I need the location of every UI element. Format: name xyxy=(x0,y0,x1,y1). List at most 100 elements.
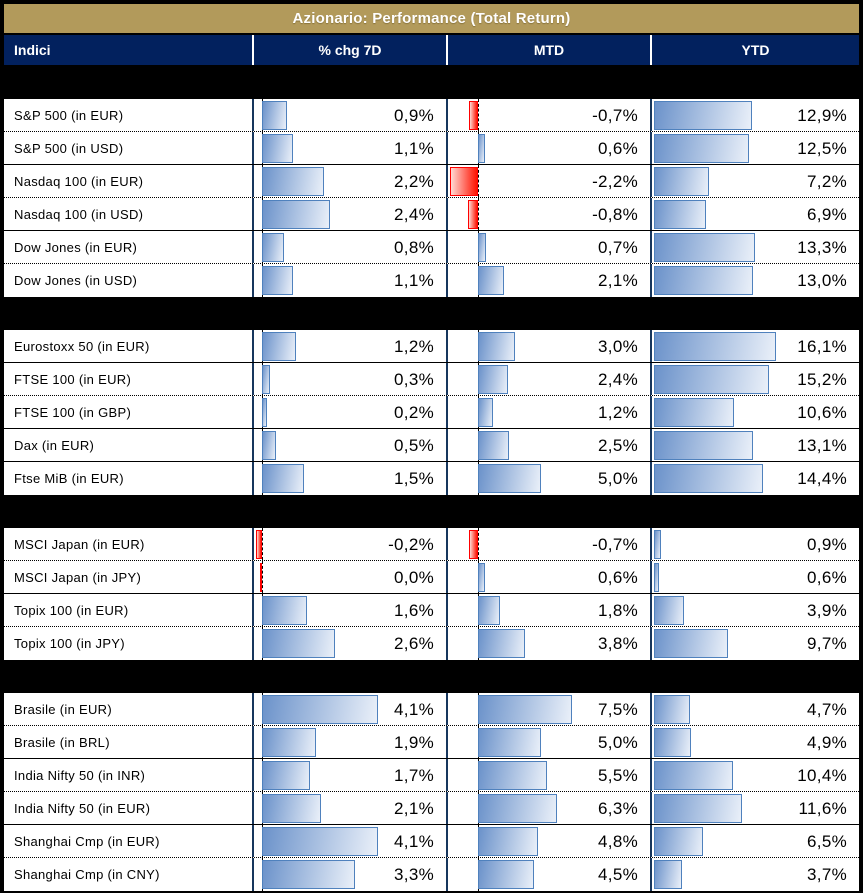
data-bar-positive xyxy=(477,860,535,889)
data-bar-negative xyxy=(260,563,263,592)
table-row: Ftse MiB (in EUR) 1,5% 5,0% 14,4% xyxy=(4,462,859,495)
bar-cell-chg7d: 1,7% xyxy=(252,759,446,791)
cell-value-ytd: 0,9% xyxy=(807,535,847,554)
index-group: Brasile (in EUR) 4,1% 7,5% 4,7% Brasile … xyxy=(4,693,859,891)
index-label: Nasdaq 100 (in EUR) xyxy=(14,173,144,189)
cell-value-chg7d: 1,5% xyxy=(394,469,434,488)
cell-value-chg7d: 0,2% xyxy=(394,403,434,422)
cell-value-mtd: 2,5% xyxy=(598,436,638,455)
index-label: Topix 100 (in EUR) xyxy=(14,602,129,618)
index-label: Eurostoxx 50 (in EUR) xyxy=(14,338,150,354)
data-bar-positive xyxy=(261,266,293,295)
bar-cell-ytd: 11,6% xyxy=(650,792,859,824)
table-row: Shanghai Cmp (in CNY) 3,3% 4,5% 3,7% xyxy=(4,858,859,891)
bar-cell-chg7d: 2,2% xyxy=(252,165,446,197)
cell-value-chg7d: 1,2% xyxy=(394,337,434,356)
bar-cell-mtd: 0,6% xyxy=(446,132,650,164)
bar-cell-chg7d: 2,6% xyxy=(252,627,446,660)
bar-cell-chg7d: 1,9% xyxy=(252,726,446,758)
bar-cell-ytd: 14,4% xyxy=(650,462,859,495)
column-header-row: Indici % chg 7D MTD YTD xyxy=(4,35,859,65)
cell-value-ytd: 4,7% xyxy=(807,700,847,719)
bar-cell-mtd: -2,2% xyxy=(446,165,650,197)
cell-value-ytd: 12,9% xyxy=(797,106,847,125)
zero-axis-line xyxy=(477,99,479,131)
cell-value-chg7d: 0,8% xyxy=(394,238,434,257)
cell-value-mtd: 0,6% xyxy=(598,568,638,587)
data-bar-positive xyxy=(654,728,692,757)
bar-cell-ytd: 3,7% xyxy=(650,858,859,891)
data-bar-positive xyxy=(261,134,293,163)
bar-cell-mtd: 2,1% xyxy=(446,264,650,297)
data-bar-negative xyxy=(467,200,478,229)
index-label: FTSE 100 (in EUR) xyxy=(14,371,132,387)
table-row: S&P 500 (in USD) 1,1% 0,6% 12,5% xyxy=(4,132,859,165)
column-header-indici: Indici xyxy=(14,42,51,58)
cell-value-chg7d: 2,4% xyxy=(394,205,434,224)
table-row: Nasdaq 100 (in USD) 2,4% -0,8% 6,9% xyxy=(4,198,859,231)
table-row: Dow Jones (in USD) 1,1% 2,1% 13,0% xyxy=(4,264,859,297)
data-bar-positive xyxy=(261,860,356,889)
cell-value-chg7d: -0,2% xyxy=(388,535,434,554)
data-bar-negative xyxy=(468,530,478,559)
cell-value-ytd: 10,6% xyxy=(797,403,847,422)
data-bar-positive xyxy=(654,464,764,493)
table-row: S&P 500 (in EUR) 0,9% -0,7% 12,9% xyxy=(4,99,859,132)
index-label: MSCI Japan (in EUR) xyxy=(14,536,145,552)
data-bar-positive xyxy=(261,365,271,394)
bar-cell-mtd: 2,5% xyxy=(446,429,650,461)
bar-cell-mtd: 3,0% xyxy=(446,330,650,362)
data-bar-positive xyxy=(261,728,316,757)
group-separator-band xyxy=(4,495,859,528)
cell-value-ytd: 3,9% xyxy=(807,601,847,620)
cell-value-chg7d: 3,3% xyxy=(394,865,434,884)
data-bar-positive xyxy=(261,398,268,427)
bar-cell-mtd: 0,7% xyxy=(446,231,650,263)
bar-cell-ytd: 10,4% xyxy=(650,759,859,791)
bar-cell-mtd: 6,3% xyxy=(446,792,650,824)
group-separator-band xyxy=(4,660,859,693)
bar-cell-ytd: 13,3% xyxy=(650,231,859,263)
data-bar-positive xyxy=(654,365,770,394)
bar-cell-mtd: 2,4% xyxy=(446,363,650,395)
data-bar-positive xyxy=(477,563,486,592)
data-bar-negative xyxy=(256,530,262,559)
data-bar-positive xyxy=(261,629,336,658)
cell-value-ytd: 10,4% xyxy=(797,766,847,785)
bar-cell-ytd: 6,5% xyxy=(650,825,859,857)
cell-value-chg7d: 2,1% xyxy=(394,799,434,818)
cell-value-ytd: 0,6% xyxy=(807,568,847,587)
data-bar-positive xyxy=(654,200,707,229)
zero-axis-line xyxy=(477,198,479,230)
cell-value-mtd: -0,7% xyxy=(592,106,638,125)
cell-value-ytd: 3,7% xyxy=(807,865,847,884)
cell-value-ytd: 12,5% xyxy=(797,139,847,158)
bar-cell-chg7d: -0,2% xyxy=(252,528,446,560)
table-row: Nasdaq 100 (in EUR) 2,2% -2,2% 7,2% xyxy=(4,165,859,198)
bar-cell-chg7d: 1,1% xyxy=(252,264,446,297)
index-label: Dax (in EUR) xyxy=(14,437,95,453)
data-bar-positive xyxy=(261,200,330,229)
table-row: Topix 100 (in EUR) 1,6% 1,8% 3,9% xyxy=(4,594,859,627)
cell-value-mtd: 4,5% xyxy=(598,865,638,884)
data-bar-positive xyxy=(261,596,308,625)
bar-cell-chg7d: 3,3% xyxy=(252,858,446,891)
data-bar-positive xyxy=(477,629,526,658)
data-bar-positive xyxy=(261,167,325,196)
cell-value-chg7d: 0,5% xyxy=(394,436,434,455)
cell-value-ytd: 6,9% xyxy=(807,205,847,224)
cell-value-mtd: 5,5% xyxy=(598,766,638,785)
index-label: Brasile (in BRL) xyxy=(14,734,110,750)
table-row: Dax (in EUR) 0,5% 2,5% 13,1% xyxy=(4,429,859,462)
bar-cell-mtd: 1,8% xyxy=(446,594,650,626)
bar-cell-mtd: 1,2% xyxy=(446,396,650,428)
data-bar-positive xyxy=(654,629,728,658)
table-row: India Nifty 50 (in EUR) 2,1% 6,3% 11,6% xyxy=(4,792,859,825)
bar-cell-chg7d: 0,9% xyxy=(252,99,446,131)
cell-value-ytd: 4,9% xyxy=(807,733,847,752)
cell-value-ytd: 6,5% xyxy=(807,832,847,851)
data-bar-positive xyxy=(477,365,508,394)
cell-value-mtd: -0,7% xyxy=(592,535,638,554)
table-row: FTSE 100 (in EUR) 0,3% 2,4% 15,2% xyxy=(4,363,859,396)
